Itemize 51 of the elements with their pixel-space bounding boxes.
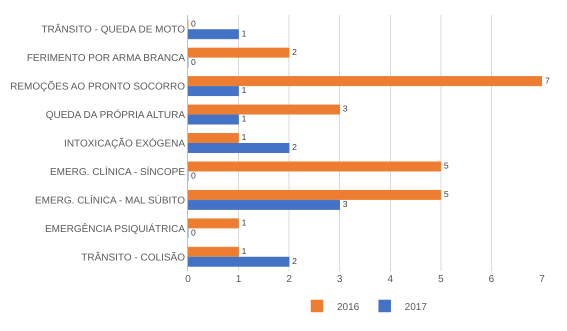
bar <box>188 48 290 58</box>
data-label: 2 <box>292 142 298 152</box>
data-label: 1 <box>242 132 247 142</box>
x-tick-label: 3 <box>336 274 343 285</box>
data-label: 3 <box>342 199 348 210</box>
bar <box>188 29 239 40</box>
data-label: 1 <box>242 246 247 256</box>
x-tick-label: 4 <box>388 274 394 285</box>
bar <box>188 143 290 153</box>
data-label: 7 <box>545 75 550 86</box>
y-tick-label: TRÂNSITO - QUEDA DE MOTO <box>41 24 186 36</box>
bar <box>188 218 239 228</box>
bar <box>188 133 239 143</box>
data-label: 0 <box>191 18 196 28</box>
data-label: 1 <box>242 85 247 96</box>
data-label: 2 <box>292 256 298 266</box>
bar <box>188 200 340 210</box>
data-label: 5 <box>444 189 449 200</box>
bar <box>188 104 340 115</box>
y-tick-label: TRÂNSITO - COLISÃO <box>81 251 186 264</box>
x-tick-label: 6 <box>488 274 495 285</box>
data-label: 2 <box>292 46 298 57</box>
y-tick-label: FERIMENTO POR ARMA BRANCA <box>26 53 186 64</box>
data-label: 5 <box>444 160 449 171</box>
bar <box>188 246 239 257</box>
data-label: 0 <box>191 170 196 181</box>
y-tick-label: QUEDA DA PRÓPRIA ALTURA <box>46 109 186 122</box>
data-label: 3 <box>342 104 348 114</box>
data-label: 0 <box>191 227 196 238</box>
bar <box>188 161 442 172</box>
y-tick-label: INTOXICAÇÃO EXÓGENA <box>64 138 186 150</box>
bar <box>188 86 239 96</box>
x-tick-label: 5 <box>438 274 444 285</box>
x-tick-label: 1 <box>236 274 242 285</box>
y-tick-label: EMERG. CLÍNICA - SÍNCOPE <box>50 166 186 178</box>
y-tick-label: REMOÇÕES AO PRONTO SOCORRO <box>10 80 186 93</box>
data-label: 1 <box>242 218 247 228</box>
x-tick-label: 0 <box>185 274 192 285</box>
legend-label: 2017 <box>404 302 428 313</box>
data-label: 0 <box>191 56 196 67</box>
legend-label: 2016 <box>337 302 360 313</box>
y-tick-label: EMERG. CLÍNICA - MAL SÚBITO <box>34 194 186 206</box>
x-tick-label: 7 <box>539 274 546 285</box>
bar <box>188 76 542 86</box>
bar <box>188 114 239 125</box>
y-tick-label: EMERGÊNCIA PSIQUIÁTRICA <box>44 222 186 235</box>
data-label: 1 <box>242 28 247 38</box>
x-tick-label: 2 <box>286 274 292 285</box>
bar <box>188 190 442 200</box>
bar <box>188 256 290 267</box>
data-label: 1 <box>242 114 247 124</box>
